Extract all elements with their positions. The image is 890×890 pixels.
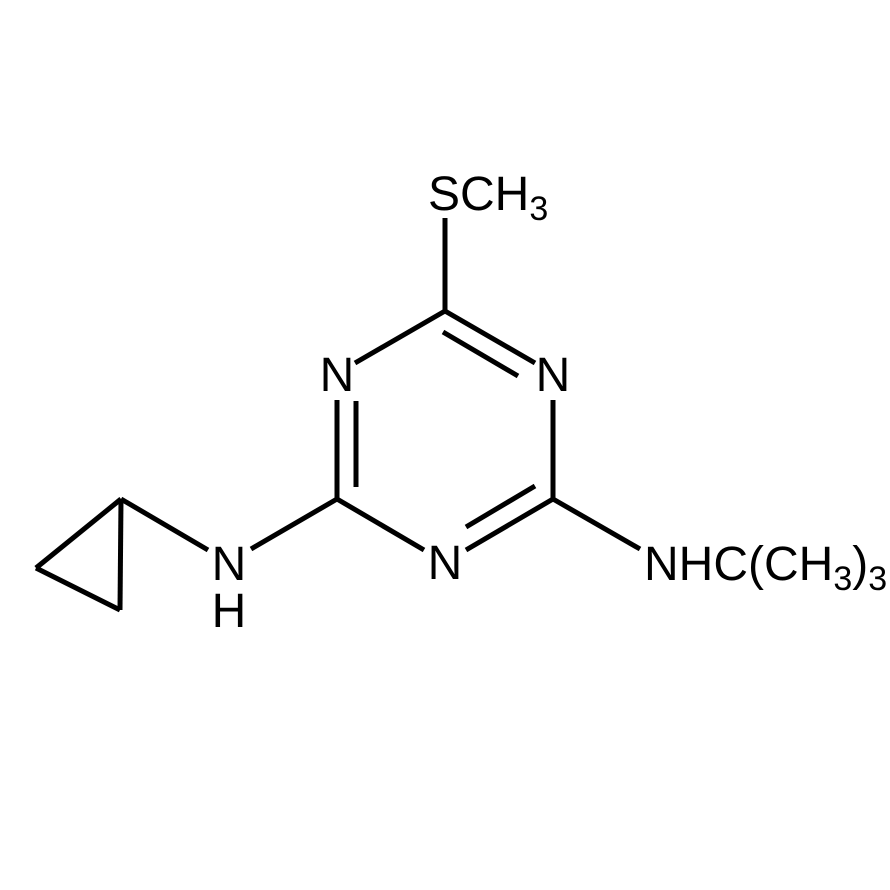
label-NHleft-H: H — [212, 585, 247, 638]
label-N-tl: N — [320, 349, 355, 402]
label-NHC-CH3-3: NHC(CH3)3 — [644, 538, 887, 598]
bond-ringtl-ringtop — [355, 311, 445, 363]
bond-cyc-hub-a — [36, 499, 121, 568]
bond-ringbr-ringbot-outer — [466, 499, 553, 550]
bond-ringbr-NHright — [553, 499, 640, 549]
molecule-diagram: SCH3 N N N N H NHC(CH3)3 — [0, 0, 890, 890]
label-SCH3: SCH3 — [428, 168, 548, 228]
label-N-tr: N — [536, 349, 571, 402]
bond-ringbl-NHleft — [251, 499, 337, 549]
bond-ringbot-ringbl — [337, 499, 424, 550]
label-NHleft-N: N — [212, 538, 247, 591]
bond-ringtop-ringtr-outer — [445, 311, 535, 363]
bond-ringtop-ringtr-inner — [443, 332, 518, 376]
bond-NHleft-cyc — [121, 499, 208, 550]
bond-cyc-b-hub — [120, 499, 121, 610]
bond-cyc-a-b — [36, 568, 120, 610]
label-N-bot: N — [428, 537, 463, 590]
bond-ringbr-ringbot-inner — [466, 486, 535, 527]
